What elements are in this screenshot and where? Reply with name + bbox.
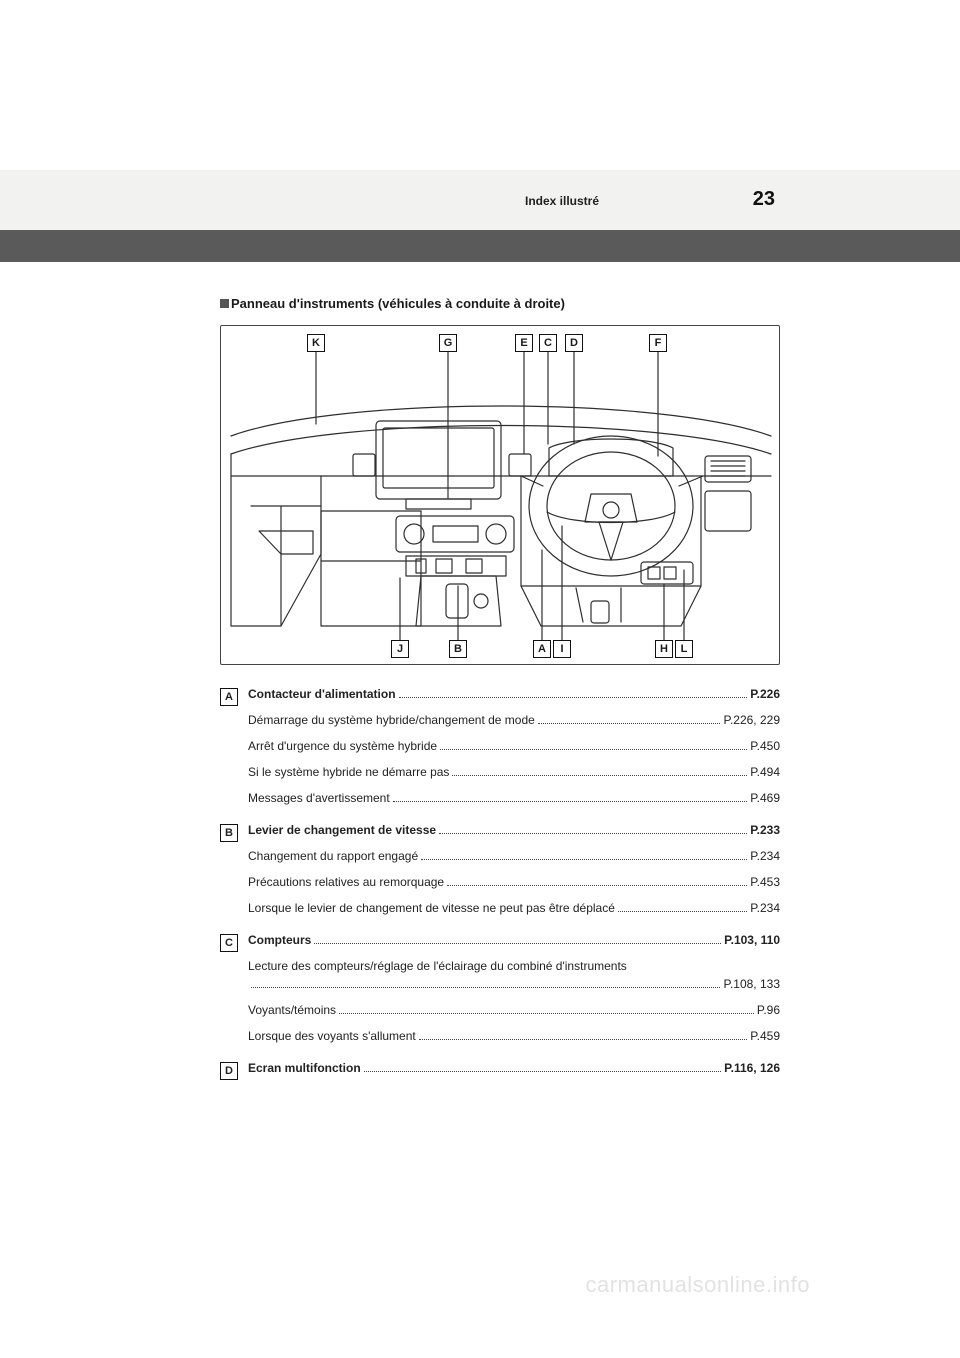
index-page: P.234 [750, 901, 780, 915]
index-page: P.494 [750, 765, 780, 779]
index-line: Contacteur d'alimentation P.226 [248, 687, 780, 701]
page-header: Index illustré 23 [525, 188, 775, 211]
index-line: Changement du rapport engagé P.234 [248, 849, 780, 863]
index-page: P.233 [750, 823, 780, 837]
index-line: Arrêt d'urgence du système hybride P.450 [248, 739, 780, 753]
leader-dots [364, 1071, 721, 1072]
index-line: Lecture des compteurs/réglage de l'éclai… [248, 959, 780, 991]
callout-L: L [675, 640, 693, 658]
index-label: Lorsque le levier de changement de vites… [248, 901, 615, 915]
callout-J: J [391, 640, 409, 658]
entry-letter-C: C [220, 934, 238, 952]
index-label: Compteurs [248, 933, 311, 947]
index-label: Levier de changement de vitesse [248, 823, 436, 837]
index-page: P.226 [750, 687, 780, 701]
callout-E: E [515, 334, 533, 352]
index-label: Précautions relatives au remorquage [248, 875, 444, 889]
index-label: Arrêt d'urgence du système hybride [248, 739, 437, 753]
entry-A-lines: Contacteur d'alimentation P.226 Démarrag… [248, 687, 780, 817]
leader-dots [439, 833, 747, 834]
callout-G: G [439, 334, 457, 352]
index-line: Démarrage du système hybride/changement … [248, 713, 780, 727]
index-line: Lorsque des voyants s'allument P.459 [248, 1029, 780, 1043]
leader-dots [452, 775, 747, 776]
callout-A: A [533, 640, 551, 658]
section-label: Index illustré [525, 194, 599, 208]
entry-letter-A: A [220, 688, 238, 706]
leader-dots [399, 697, 748, 698]
index-line: Messages d'avertissement P.469 [248, 791, 780, 805]
callout-I: I [553, 640, 571, 658]
title-text: Panneau d'instruments (véhicules à condu… [231, 296, 565, 311]
index-page: P.116, 126 [724, 1061, 780, 1075]
index-page: P.226, 229 [723, 713, 780, 727]
callout-C: C [539, 334, 557, 352]
index-label: Démarrage du système hybride/changement … [248, 713, 535, 727]
index-line: Levier de changement de vitesse P.233 [248, 823, 780, 837]
index-label: Ecran multifonction [248, 1061, 361, 1075]
index-label: Si le système hybride ne démarre pas [248, 765, 449, 779]
watermark-text: carmanualsonline.info [585, 1272, 810, 1298]
entry-B-lines: Levier de changement de vitesse P.233 Ch… [248, 823, 780, 927]
entry-C-lines: Compteurs P.103, 110 Lecture des compteu… [248, 933, 780, 1055]
leader-dots [419, 1039, 747, 1040]
leader-dots [314, 943, 721, 944]
leader-dots [393, 801, 748, 802]
index-line: Ecran multifonction P.116, 126 [248, 1061, 780, 1075]
index-page: P.450 [750, 739, 780, 753]
index-page: P.469 [750, 791, 780, 805]
callout-B: B [449, 640, 467, 658]
index-line: Voyants/témoins P.96 [248, 1003, 780, 1017]
index-page: P.103, 110 [724, 933, 780, 947]
index-line: Précautions relatives au remorquage P.45… [248, 875, 780, 889]
leader-dots [447, 885, 747, 886]
index-line: Si le système hybride ne démarre pas P.4… [248, 765, 780, 779]
manual-page: Index illustré 23 Panneau d'instruments … [0, 0, 960, 1358]
index-label: Changement du rapport engagé [248, 849, 418, 863]
content-area: Panneau d'instruments (véhicules à condu… [220, 296, 780, 1093]
callout-K: K [307, 334, 325, 352]
index-page: P.108, 133 [723, 977, 780, 991]
callout-H: H [655, 640, 673, 658]
entry-C: C Compteurs P.103, 110 Lecture des compt… [220, 933, 780, 1055]
index-page: P.96 [757, 1003, 780, 1017]
entry-letter-B: B [220, 824, 238, 842]
callout-F: F [649, 334, 667, 352]
leader-dots [440, 749, 747, 750]
index-label: Messages d'avertissement [248, 791, 390, 805]
leader-dots [538, 723, 721, 724]
entry-D: D Ecran multifonction P.116, 126 [220, 1061, 780, 1087]
index-label: Lecture des compteurs/réglage de l'éclai… [248, 959, 780, 973]
index-page: P.234 [750, 849, 780, 863]
leader-dots [339, 1013, 754, 1014]
entry-B: B Levier de changement de vitesse P.233 … [220, 823, 780, 927]
index-page: P.459 [750, 1029, 780, 1043]
dashboard-illustration: K G E C D F J B A I H L [220, 325, 780, 665]
dark-band [0, 230, 960, 262]
index-line: Compteurs P.103, 110 [248, 933, 780, 947]
index-label: Voyants/témoins [248, 1003, 336, 1017]
page-number: 23 [753, 188, 775, 211]
entry-D-lines: Ecran multifonction P.116, 126 [248, 1061, 780, 1087]
index-line: Lorsque le levier de changement de vites… [248, 901, 780, 915]
dashboard-svg [221, 326, 780, 665]
leader-dots [421, 859, 747, 860]
index-label: Lorsque des voyants s'allument [248, 1029, 416, 1043]
leader-dots [618, 911, 747, 912]
section-title: Panneau d'instruments (véhicules à condu… [220, 296, 780, 311]
index-page: P.453 [750, 875, 780, 889]
callout-D: D [565, 334, 583, 352]
index-label: Contacteur d'alimentation [248, 687, 396, 701]
top-band [0, 170, 960, 230]
index-entries: A Contacteur d'alimentation P.226 Démarr… [220, 687, 780, 1087]
entry-letter-D: D [220, 1062, 238, 1080]
entry-A: A Contacteur d'alimentation P.226 Démarr… [220, 687, 780, 817]
title-bullet-icon [220, 299, 229, 308]
leader-dots [251, 987, 720, 988]
